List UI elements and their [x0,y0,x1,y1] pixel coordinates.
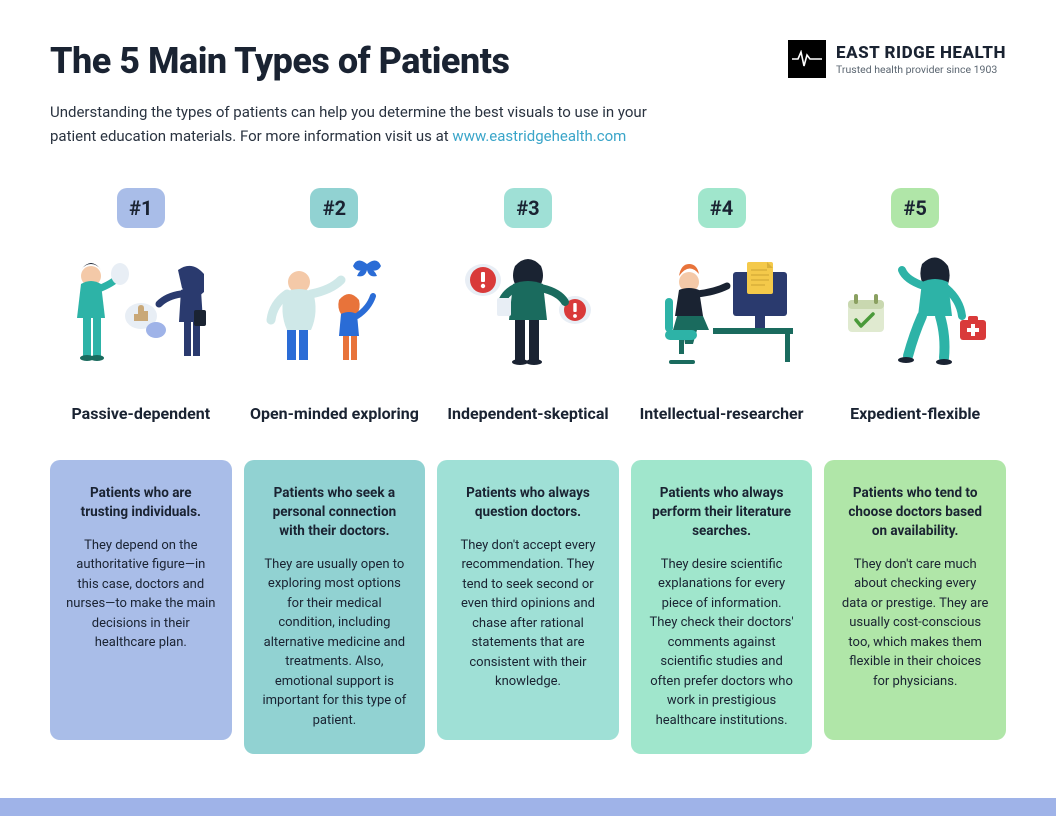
badge-4: #4 [698,188,746,228]
card-5: Patients who tend to choose doctors base… [824,460,1006,740]
card-3: Patients who always question doctors. Th… [437,460,619,740]
badge-1: #1 [117,188,165,228]
card-1: Patients who are trusting individuals. T… [50,460,232,740]
page-subtitle: Understanding the types of patients can … [50,100,690,148]
illus-5 [824,244,1006,384]
illus-2 [244,244,426,384]
card-body-5: They don't care much about checking ever… [840,555,990,692]
card-heading-3: Patients who always question doctors. [453,484,603,522]
col-3: #3 [437,188,619,754]
col-title-1: Passive-dependent [71,404,210,448]
columns: #1 [50,188,1006,754]
badge-2: #2 [310,188,358,228]
brand-logo-icon [788,40,826,78]
card-4: Patients who always perform their litera… [631,460,813,754]
card-body-3: They don't accept every recommendation. … [453,536,603,692]
col-title-4: Intellectual-researcher [640,404,804,448]
col-4: #4 [631,188,813,754]
brand: EAST RIDGE HEALTH Trusted health provide… [788,40,1006,78]
page-title: The 5 Main Types of Patients [50,40,690,82]
brand-tagline: Trusted health provider since 1903 [836,63,1006,76]
card-heading-5: Patients who tend to choose doctors base… [840,484,990,541]
subtitle-link[interactable]: www.eastridgehealth.com [452,127,626,145]
col-title-3: Independent-skeptical [447,404,608,448]
brand-name: EAST RIDGE HEALTH [836,43,1006,63]
col-2: #2 [244,188,426,754]
card-body-4: They desire scientific explanations for … [647,555,797,731]
col-title-2: Open-minded exploring [250,404,419,448]
card-2: Patients who seek a personal connection … [244,460,426,754]
card-body-1: They depend on the authoritative figure—… [66,536,216,653]
col-1: #1 [50,188,232,754]
card-heading-4: Patients who always perform their litera… [647,484,797,541]
col-5: #5 [824,188,1006,754]
footer-bar [0,798,1056,816]
card-heading-2: Patients who seek a personal connection … [260,484,410,541]
illus-3 [437,244,619,384]
badge-5: #5 [891,188,939,228]
col-title-5: Expedient-flexible [850,404,980,448]
header: The 5 Main Types of Patients Understandi… [50,40,1006,148]
badge-3: #3 [504,188,552,228]
illus-4 [631,244,813,384]
illus-1 [50,244,232,384]
card-body-2: They are usually open to exploring most … [260,555,410,731]
card-heading-1: Patients who are trusting individuals. [66,484,216,522]
